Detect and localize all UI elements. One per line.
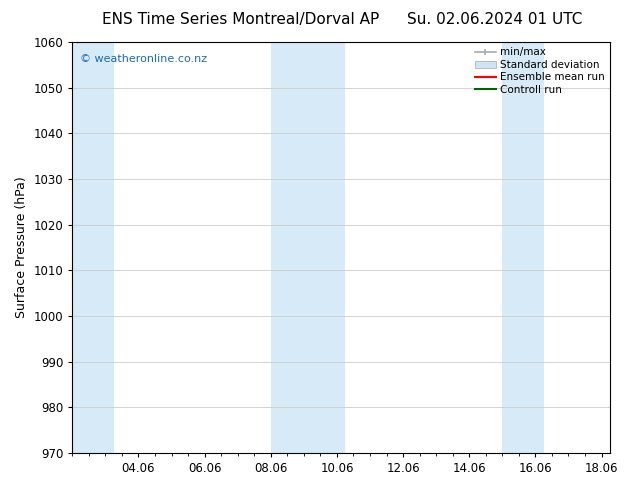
Bar [502,42,544,453]
Text: ENS Time Series Montreal/Dorval AP: ENS Time Series Montreal/Dorval AP [102,12,380,27]
Bar [72,42,113,453]
Text: Su. 02.06.2024 01 UTC: Su. 02.06.2024 01 UTC [407,12,582,27]
Y-axis label: Surface Pressure (hPa): Surface Pressure (hPa) [15,176,28,318]
Text: © weatheronline.co.nz: © weatheronline.co.nz [81,54,207,64]
Bar [271,42,345,453]
Legend: min/max, Standard deviation, Ensemble mean run, Controll run: min/max, Standard deviation, Ensemble me… [472,44,608,98]
